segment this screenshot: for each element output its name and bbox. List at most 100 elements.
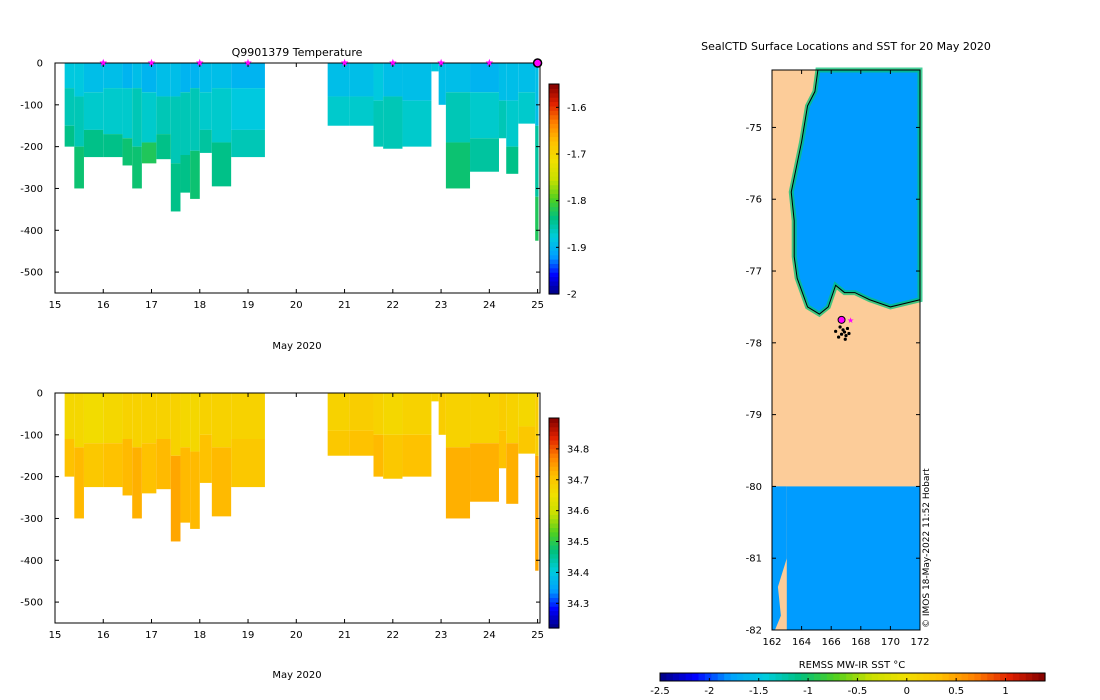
temperature-colorbar-segment [549, 202, 559, 208]
temperature-colorbar-segment [549, 197, 559, 203]
salinity-panel: 15 16 17 18 19 20 21 22 23 24 25 0 -100 -200 -300 -400… [20, 389, 589, 682]
sst-colorbar-tick-label: -1 [803, 686, 813, 697]
sst-colorbar-segment [839, 673, 847, 681]
temperature-cell-17-1 [383, 96, 403, 149]
sst-colorbar-segment [769, 673, 777, 681]
salinity-colorbar-segment [549, 514, 559, 520]
temperature-colorbar-segment [549, 92, 559, 98]
sst-colorbar-segment [1025, 673, 1033, 681]
sst-colorbar-segment [871, 673, 879, 681]
temperature-cell-4-0 [122, 63, 133, 89]
salinity-cell-12-1 [211, 447, 232, 517]
temperature-xtick-label: 19 [242, 300, 255, 311]
temperature-colorbar-segment [549, 228, 559, 234]
sst-colorbar-segment [942, 673, 950, 681]
temperature-cell-20-0 [438, 63, 446, 105]
salinity-colorbar-label: 34.4 [567, 568, 589, 579]
temperature-cell-2-1 [83, 92, 104, 130]
southern-sst-edge [772, 486, 787, 630]
salinity-cell-9-1 [180, 447, 191, 523]
salinity-cell-14-0 [327, 393, 350, 431]
profile-marker: ★ [388, 58, 397, 69]
salinity-colorbar-segment [549, 553, 559, 559]
salinity-ytick-label: -300 [20, 514, 43, 525]
salinity-colorbar-label: 34.8 [567, 444, 589, 455]
temperature-xtick-label: 21 [338, 300, 351, 311]
salinity-colorbar-segment [549, 505, 559, 511]
sst-colorbar-frame [659, 672, 1046, 682]
temperature-ytick-label: -400 [20, 226, 43, 237]
temperature-cell-16-1 [373, 100, 384, 147]
temperature-colorbar-segment [549, 267, 559, 273]
temperature-cell-9-2 [180, 155, 191, 193]
temperature-colorbar-segment [549, 132, 559, 138]
temperature-colorbar-segment [549, 276, 559, 282]
salinity-colorbar-segment [549, 588, 559, 594]
temperature-cell-23-1 [498, 100, 507, 139]
temperature-cell-19-0 [431, 63, 439, 72]
sst-colorbar-segment [923, 673, 931, 681]
seal-track-point [837, 335, 841, 339]
salinity-colorbar-segment [549, 619, 559, 625]
salinity-colorbar-label: 34.6 [567, 506, 589, 517]
temperature-cells [64, 63, 539, 241]
sst-colorbar-segment [916, 673, 924, 681]
salinity-cell-16-1 [373, 434, 384, 477]
salinity-cell-2-1 [83, 443, 104, 488]
salinity-colorbar-segment [549, 479, 559, 485]
salinity-colorbar-segment [549, 544, 559, 550]
salinity-x-ticks: 15 16 17 18 19 20 21 22 23 24 25 [49, 393, 544, 641]
salinity-cell-23-1 [498, 430, 507, 469]
profile-marker: ★ [485, 58, 494, 69]
sst-colorbar-segment [968, 673, 976, 681]
salinity-colorbar-segment [549, 448, 559, 454]
sst-colorbar-segment [711, 673, 719, 681]
salinity-colorbar-segment [549, 418, 559, 423]
sst-colorbar-segment [1038, 673, 1046, 681]
salinity-colorbar-segment [549, 562, 559, 568]
salinity-colorbar-segment [549, 531, 559, 537]
temperature-xtick-label: 17 [145, 300, 158, 311]
temperature-colorbar-label: -1.8 [567, 196, 587, 207]
salinity-cell-22-1 [470, 443, 499, 502]
sst-colorbar-segment [974, 673, 982, 681]
map-layers: ★ [772, 67, 923, 630]
salinity-colorbar-segment [549, 584, 559, 590]
sst-colorbar-segment [730, 673, 738, 681]
salinity-colorbar-segment [549, 566, 559, 572]
temperature-colorbar-segment [549, 97, 559, 103]
salinity-colorbar-segment [549, 457, 559, 463]
salinity-cell-12-0 [211, 393, 232, 448]
salinity-colorbar-segment [549, 501, 559, 507]
sst-colorbar-segment [1032, 673, 1040, 681]
salinity-cell-5-0 [132, 393, 142, 448]
temperature-cell-5-0 [132, 63, 142, 89]
temperature-colorbar-segment [549, 140, 559, 146]
temperature-colorbar-segment [549, 149, 559, 155]
temperature-colorbar-segment [549, 263, 559, 269]
salinity-cell-1-0 [74, 393, 84, 448]
map-ytick-label: -76 [746, 195, 762, 206]
sst-colorbar-tick-label: 0.5 [948, 686, 964, 697]
sst-colorbar-segment [704, 673, 712, 681]
temperature-cell-17-0 [383, 63, 403, 97]
temperature-cell-9-0 [180, 63, 191, 93]
temperature-colorbar-segment [549, 114, 559, 120]
salinity-cell-21-0 [445, 393, 471, 448]
temperature-colorbar-segment [549, 119, 559, 124]
temperature-cell-24-2 [506, 146, 519, 174]
temperature-profile-markers: ★ ★ ★ ★ ★ ★ ★ ★ [99, 58, 543, 69]
temperature-cell-1-0 [74, 63, 84, 97]
temperature-cell-12-0 [211, 63, 232, 89]
salinity-xtick-label: 17 [145, 630, 158, 641]
temperature-colorbar-segment [549, 259, 559, 264]
temperature-cell-3-1 [103, 88, 123, 135]
temperature-colorbar-segment [549, 237, 559, 243]
salinity-colorbar-segment [549, 571, 559, 577]
map-ytick-label: -80 [746, 482, 762, 493]
salinity-cell-3-0 [103, 393, 123, 444]
salinity-cell-25-0 [518, 393, 536, 427]
salinity-cells [64, 393, 539, 571]
temperature-xtick-label: 22 [386, 300, 399, 311]
